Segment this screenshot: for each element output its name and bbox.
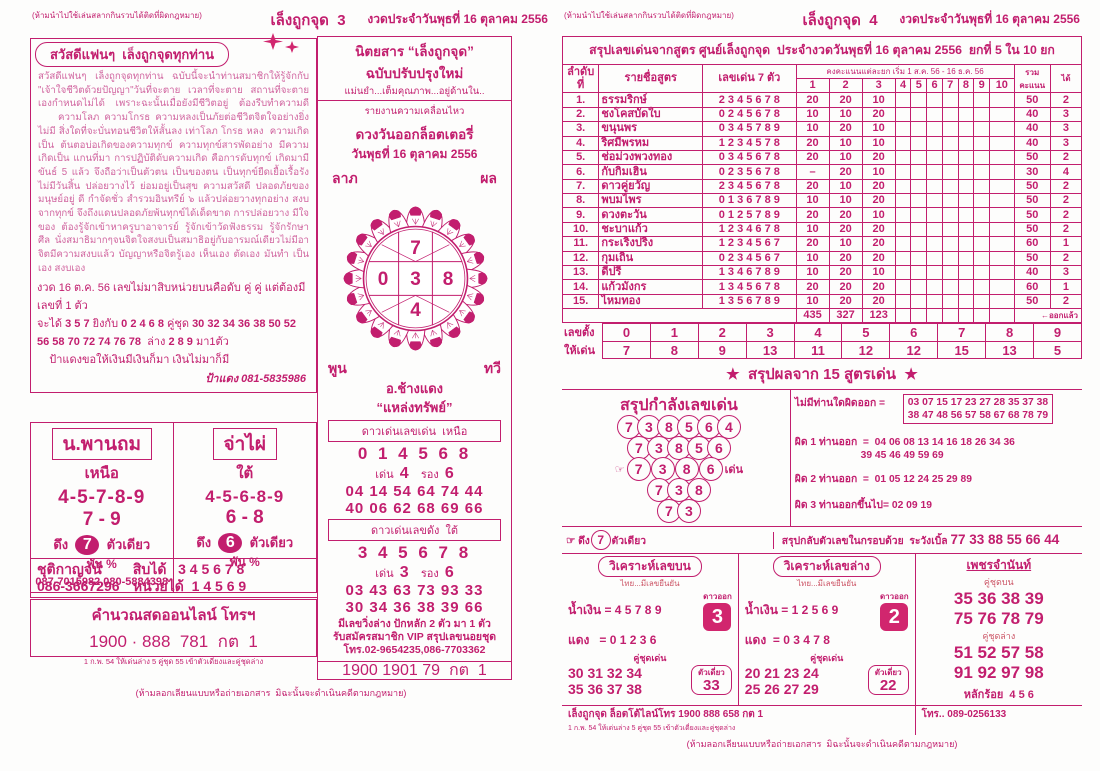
svg-text:0: 0 xyxy=(378,269,389,290)
svg-text:7: 7 xyxy=(410,238,421,259)
svg-text:8: 8 xyxy=(443,269,454,290)
svg-text:3: 3 xyxy=(410,269,421,290)
svg-text:4: 4 xyxy=(410,300,421,321)
